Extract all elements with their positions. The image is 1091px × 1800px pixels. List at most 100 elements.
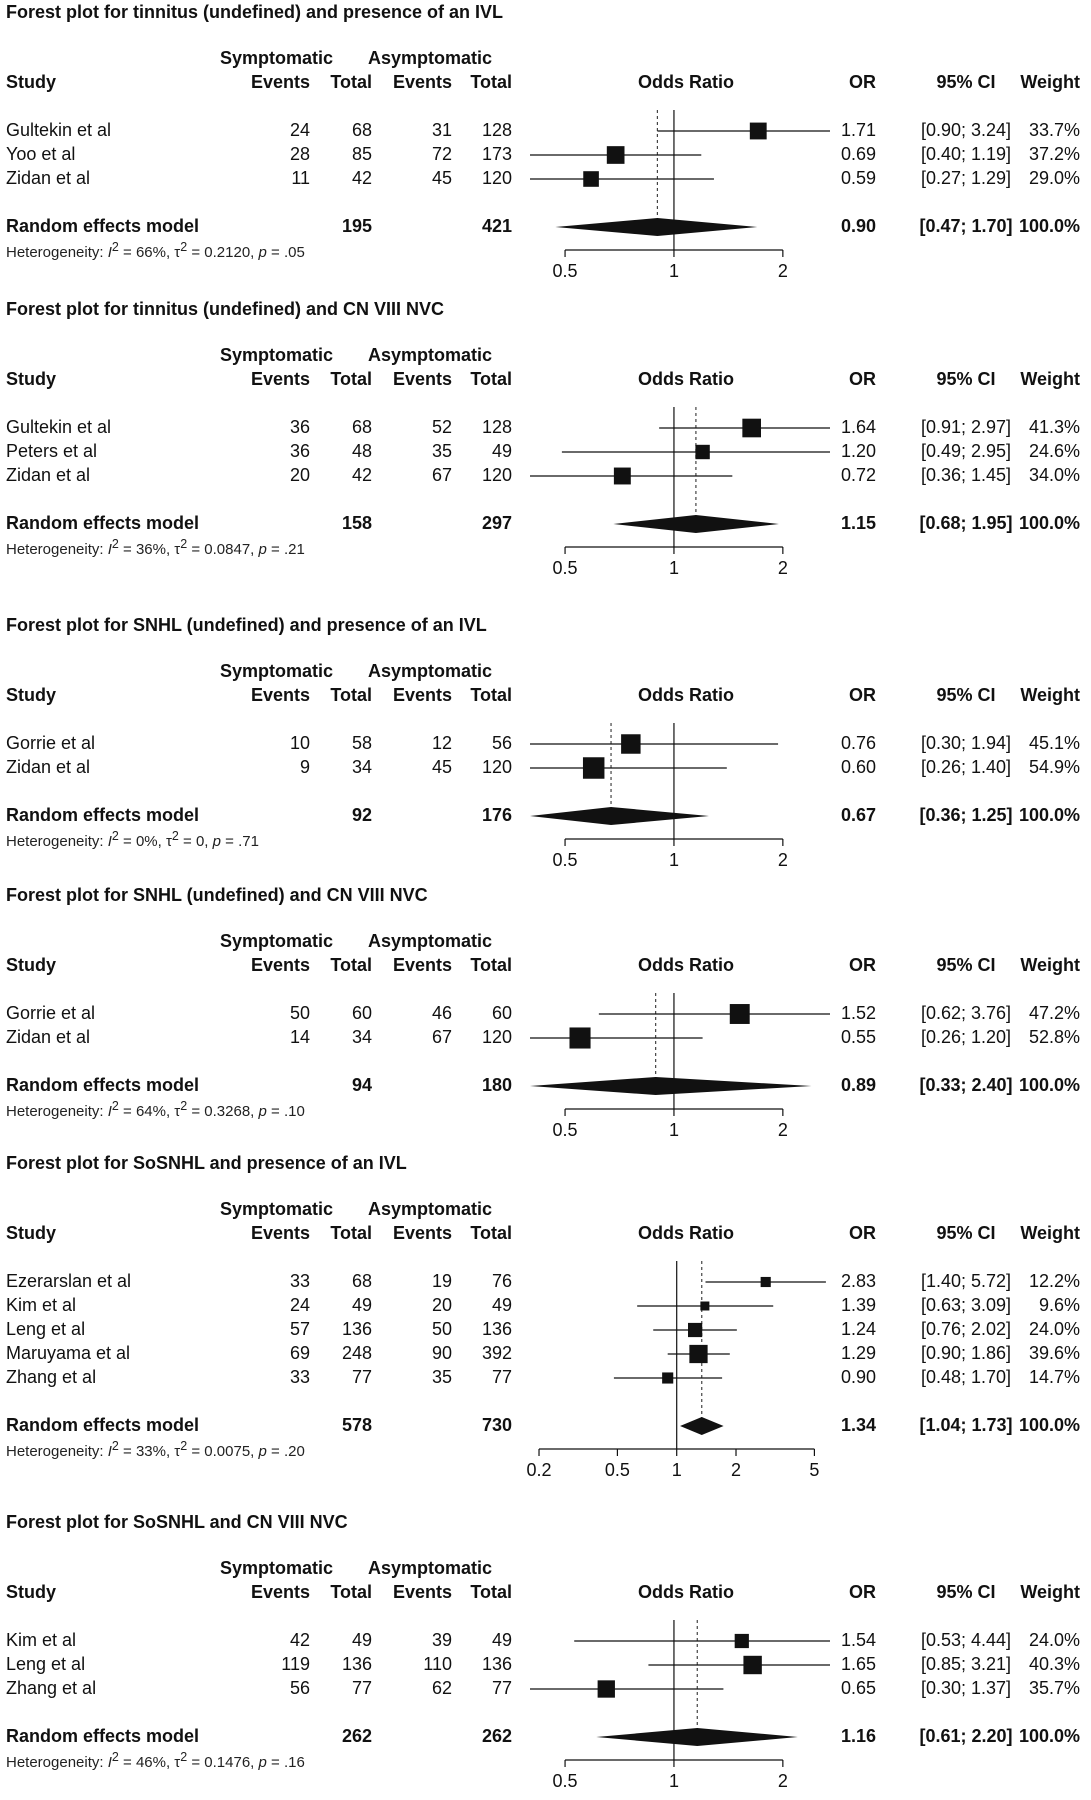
or-value: 0.65 [840, 1678, 876, 1698]
header-or: OR [849, 1223, 876, 1243]
forest-plot: 0.5 1 2 [530, 993, 830, 1140]
header-odds-ratio: Odds Ratio [637, 1582, 734, 1602]
header-events: Events [392, 72, 452, 92]
pooled-sym-total: 158 [341, 513, 372, 533]
sym-total: 248 [341, 1343, 372, 1363]
header-events: Events [250, 369, 310, 389]
sym-events: 119 [281, 1654, 310, 1674]
asym-total: 120 [481, 168, 512, 188]
header-asymptomatic: Asymptomatic [368, 345, 493, 365]
header-asymptomatic: Asymptomatic [368, 48, 493, 68]
sym-total: 42 [351, 465, 372, 485]
x-tick-label: 0.5 [605, 1460, 630, 1480]
ci-value: [1.40; 5.72] [920, 1271, 1012, 1291]
asym-total: 60 [491, 1003, 512, 1023]
asym-events: 62 [431, 1678, 452, 1698]
asym-total: 120 [481, 465, 512, 485]
weight-value: 35.7% [1028, 1678, 1080, 1698]
header-total: Total [330, 1223, 372, 1243]
asym-events: 45 [431, 168, 452, 188]
asym-events: 20 [431, 1295, 452, 1315]
asym-total: 77 [491, 1367, 512, 1387]
header-study: Study [6, 955, 57, 975]
header-symptomatic: Symptomatic [220, 661, 334, 681]
sym-total: 60 [351, 1003, 372, 1023]
sym-events: 28 [289, 144, 310, 164]
heterogeneity-text: Heterogeneity: I2 = 66%, τ2 = 0.2120, p … [6, 240, 305, 261]
study-square [749, 122, 767, 140]
study-name: Maruyama et al [6, 1343, 131, 1363]
pooled-ci: [0.68; 1.95] [919, 513, 1013, 533]
study-name: Zhang et al [6, 1367, 97, 1387]
header-weight: Weight [1020, 369, 1080, 389]
header-events: Events [250, 1223, 310, 1243]
asym-events: 12 [431, 733, 452, 753]
pooled-asym-total: 176 [481, 805, 512, 825]
header-symptomatic: Symptomatic [220, 1558, 334, 1578]
header-events: Events [392, 685, 452, 705]
or-value: 0.72 [840, 465, 876, 485]
x-tick-label: 0.2 [526, 1460, 551, 1480]
header-events: Events [392, 955, 452, 975]
ci-value: [0.26; 1.20] [920, 1027, 1012, 1047]
study-name: Zhang et al [6, 1678, 97, 1698]
ci-value: [0.85; 3.21] [920, 1654, 1012, 1674]
header-weight: Weight [1020, 72, 1080, 92]
weight-value: 52.8% [1028, 1027, 1080, 1047]
pooled-or: 1.16 [840, 1726, 876, 1746]
pooled-weight: 100.0% [1018, 1726, 1080, 1746]
asym-events: 67 [431, 465, 452, 485]
or-value: 1.52 [840, 1003, 876, 1023]
x-tick-label: 2 [778, 1771, 788, 1791]
pooled-or: 0.67 [840, 805, 876, 825]
header-total: Total [330, 72, 372, 92]
sym-total: 34 [351, 757, 372, 777]
weight-value: 33.7% [1028, 120, 1080, 140]
ci-value: [0.63; 3.09] [920, 1295, 1012, 1315]
sym-total: 77 [351, 1678, 372, 1698]
x-tick-label: 1 [669, 1771, 679, 1791]
x-tick-label: 2 [778, 261, 788, 281]
pooled-diamond [555, 218, 758, 236]
ci-value: [0.48; 1.70] [920, 1367, 1012, 1387]
sym-total: 68 [351, 120, 372, 140]
header-asymptomatic: Asymptomatic [368, 1558, 493, 1578]
sym-events: 10 [289, 733, 310, 753]
weight-value: 29.0% [1028, 168, 1080, 188]
header-total: Total [470, 685, 512, 705]
asym-events: 72 [431, 144, 452, 164]
study-name: Leng et al [6, 1654, 86, 1674]
x-tick-label: 1 [669, 558, 679, 578]
pooled-sym-total: 92 [351, 805, 372, 825]
asym-total: 392 [481, 1343, 512, 1363]
header-odds-ratio: Odds Ratio [637, 1223, 734, 1243]
asym-total: 76 [491, 1271, 512, 1291]
or-value: 1.65 [840, 1654, 876, 1674]
sym-events: 33 [289, 1367, 310, 1387]
header-or: OR [849, 72, 876, 92]
header-asymptomatic: Asymptomatic [368, 1199, 493, 1219]
pooled-ci: [0.47; 1.70] [919, 216, 1013, 236]
or-value: 1.64 [840, 417, 876, 437]
x-tick-label: 2 [731, 1460, 741, 1480]
header-odds-ratio: Odds Ratio [637, 955, 734, 975]
study-square [700, 1301, 710, 1311]
weight-value: 37.2% [1028, 144, 1080, 164]
sym-events: 11 [291, 168, 310, 188]
asym-total: 77 [491, 1678, 512, 1698]
x-tick-label: 2 [778, 558, 788, 578]
pooled-diamond [680, 1417, 724, 1435]
header-or: OR [849, 955, 876, 975]
study-name: Zidan et al [6, 1027, 91, 1047]
or-value: 1.24 [840, 1319, 876, 1339]
header-asymptomatic: Asymptomatic [368, 931, 493, 951]
header-total: Total [470, 1223, 512, 1243]
sym-events: 20 [289, 465, 310, 485]
study-name: Yoo et al [6, 144, 76, 164]
or-value: 0.76 [840, 733, 876, 753]
pooled-weight: 100.0% [1018, 805, 1080, 825]
header-weight: Weight [1020, 955, 1080, 975]
sym-events: 42 [289, 1630, 310, 1650]
ci-value: [0.53; 4.44] [920, 1630, 1012, 1650]
